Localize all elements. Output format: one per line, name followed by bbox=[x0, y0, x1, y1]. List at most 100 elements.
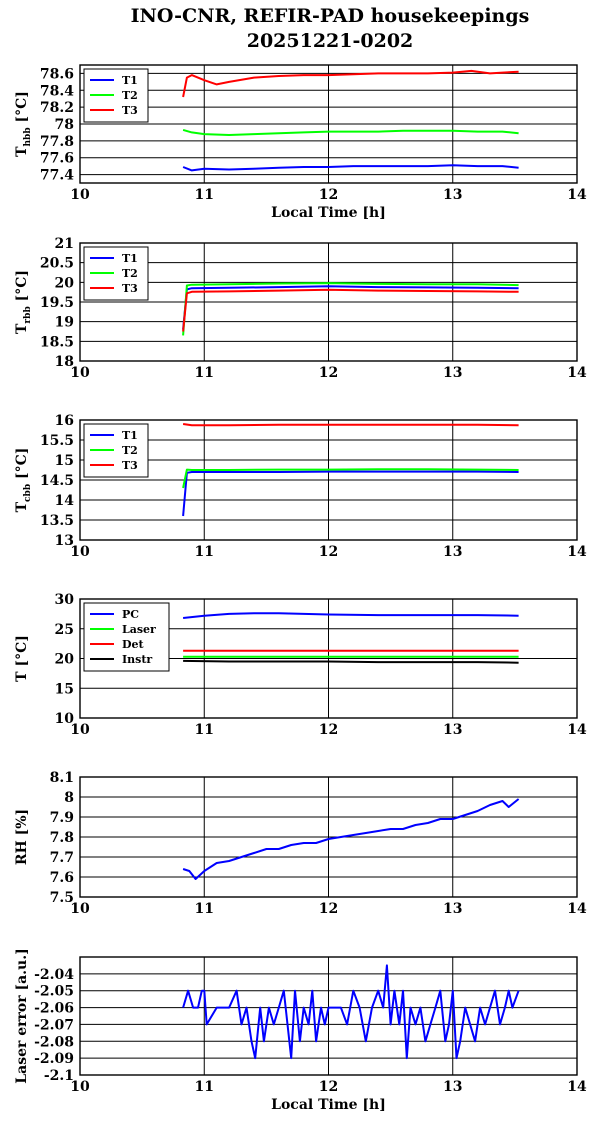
y-tick-label: 14.5 bbox=[40, 473, 74, 489]
y-tick-label: 77.6 bbox=[40, 151, 74, 167]
y-axis-label-main: T [°C] bbox=[14, 635, 30, 682]
x-tick-label: 13 bbox=[443, 544, 462, 560]
series-line-instr bbox=[183, 659, 519, 664]
legend-label: T2 bbox=[122, 89, 138, 102]
y-tick-label: 15 bbox=[55, 681, 74, 697]
chart-panel-4: 10 15 20 25 30 10 11 12 13 14 PC Laser Det Instr T [°C… bbox=[14, 592, 587, 738]
legend-label: T1 bbox=[122, 429, 138, 442]
legend: T1 T2 T3 bbox=[83, 423, 149, 478]
legend-label: Instr bbox=[122, 653, 152, 666]
series-line-t3 bbox=[182, 423, 519, 427]
x-tick-label: 11 bbox=[195, 1079, 214, 1095]
y-axis-label-unit: [°C] bbox=[14, 270, 30, 306]
x-tick-label: 13 bbox=[443, 901, 462, 917]
y-tick-label: 7.8 bbox=[50, 830, 74, 846]
chart-panel-2: 18 18.5 19 19.5 20 20.5 21 10 11 12 13 14 T1 T2 T3 Trbb… bbox=[14, 236, 587, 381]
y-axis-label-main: RH [%] bbox=[14, 809, 30, 865]
x-tick-label: 12 bbox=[319, 544, 338, 560]
x-tick-label: 12 bbox=[319, 722, 338, 738]
series-line-t2 bbox=[182, 128, 519, 136]
legend-label: Laser bbox=[122, 623, 156, 636]
x-tick-label: 10 bbox=[70, 365, 90, 381]
series-line-t2 bbox=[182, 282, 519, 336]
x-tick-label: 13 bbox=[443, 365, 462, 381]
y-tick-label: 20 bbox=[55, 652, 75, 668]
y-axis-label-main: T bbox=[14, 323, 30, 334]
y-tick-label: 25 bbox=[55, 622, 74, 638]
x-tick-label: 14 bbox=[567, 365, 587, 381]
y-axis-label: Tcbb [°C] bbox=[14, 448, 33, 513]
legend-label: T3 bbox=[122, 282, 138, 295]
y-tick-label: -2.1 bbox=[44, 1068, 74, 1084]
x-tick-label: 14 bbox=[567, 722, 587, 738]
legend-label: Det bbox=[122, 638, 145, 651]
y-axis-label: Laser error [a.u.] bbox=[14, 948, 30, 1083]
figure-title-line1: INO-CNR, REFIR-PAD housekeepings bbox=[131, 5, 530, 27]
plot-frame bbox=[79, 242, 578, 362]
y-axis-label: Trbb [°C] bbox=[14, 270, 33, 334]
plot-frame bbox=[79, 598, 578, 719]
series-line-pc bbox=[182, 612, 519, 619]
legend-label: PC bbox=[122, 608, 139, 621]
y-tick-label: -2.09 bbox=[34, 1051, 74, 1067]
plot-frame bbox=[79, 956, 578, 1076]
plot-frame bbox=[79, 64, 578, 184]
y-tick-label: 30 bbox=[55, 592, 75, 608]
y-tick-label: 77.8 bbox=[40, 134, 74, 150]
figure-title-line2: 20251221-0202 bbox=[247, 30, 414, 52]
y-axis-label-main: T bbox=[14, 146, 30, 157]
y-tick-label: 7.7 bbox=[50, 850, 74, 866]
y-axis-label: Thbb [°C] bbox=[14, 91, 33, 157]
y-axis-label-main: T bbox=[14, 501, 30, 512]
legend: T1 T2 T3 bbox=[83, 246, 149, 301]
series-line-t1 bbox=[182, 164, 519, 172]
y-axis-label-subscript: hbb bbox=[23, 127, 33, 146]
y-tick-label: 8.1 bbox=[50, 770, 74, 786]
x-tick-label: 12 bbox=[319, 1079, 338, 1095]
y-tick-label: 7.5 bbox=[50, 890, 74, 906]
chart-panel-6: -2.1-2.09-2.08-2.07-2.06-2.05-2.04 10 11 12… bbox=[14, 948, 587, 1113]
x-tick-label: 11 bbox=[195, 187, 214, 203]
legend-label: T2 bbox=[122, 444, 138, 457]
x-tick-label: 11 bbox=[195, 722, 214, 738]
x-tick-label: 14 bbox=[567, 187, 587, 203]
series-line-t3 bbox=[182, 288, 519, 332]
y-tick-label: 19.5 bbox=[40, 295, 74, 311]
y-axis-label-unit: [°C] bbox=[14, 91, 30, 127]
plot-frame bbox=[79, 419, 578, 541]
y-tick-label: 18.5 bbox=[40, 334, 74, 350]
y-tick-label: 78 bbox=[55, 117, 74, 133]
x-tick-label: 13 bbox=[443, 1079, 462, 1095]
y-tick-label: 7.6 bbox=[50, 870, 74, 886]
y-tick-label: 20 bbox=[55, 275, 75, 291]
y-axis-label: T [°C] bbox=[14, 635, 30, 682]
series-line-t1 bbox=[182, 470, 519, 517]
legend-label: T1 bbox=[122, 74, 138, 87]
y-tick-label: 19 bbox=[55, 315, 74, 331]
y-tick-label: 15.5 bbox=[40, 433, 74, 449]
plot-frame bbox=[79, 776, 578, 898]
x-axis-label: Local Time [h] bbox=[271, 1097, 386, 1113]
legend-label: T1 bbox=[122, 252, 138, 265]
x-tick-label: 11 bbox=[195, 365, 214, 381]
y-axis-label-unit: [°C] bbox=[14, 448, 30, 484]
y-tick-label: 13 bbox=[55, 533, 74, 549]
series-line-t1 bbox=[182, 285, 519, 330]
series-line-t3 bbox=[182, 69, 519, 98]
x-tick-label: 11 bbox=[195, 544, 214, 560]
y-axis-label-main: Laser error [a.u.] bbox=[14, 948, 30, 1083]
x-tick-label: 14 bbox=[567, 544, 587, 560]
y-tick-label: -2.07 bbox=[34, 1017, 74, 1033]
x-tick-label: 10 bbox=[70, 722, 90, 738]
y-axis-label: RH [%] bbox=[14, 809, 30, 865]
series-line bbox=[182, 798, 520, 880]
x-tick-label: 13 bbox=[443, 187, 462, 203]
y-tick-label: 13.5 bbox=[40, 513, 74, 529]
y-tick-label: 77.4 bbox=[40, 168, 74, 184]
x-tick-label: 12 bbox=[319, 901, 338, 917]
x-tick-label: 12 bbox=[319, 365, 338, 381]
y-tick-label: 7.9 bbox=[50, 810, 74, 826]
y-axis-label-subscript: cbb bbox=[23, 484, 33, 502]
